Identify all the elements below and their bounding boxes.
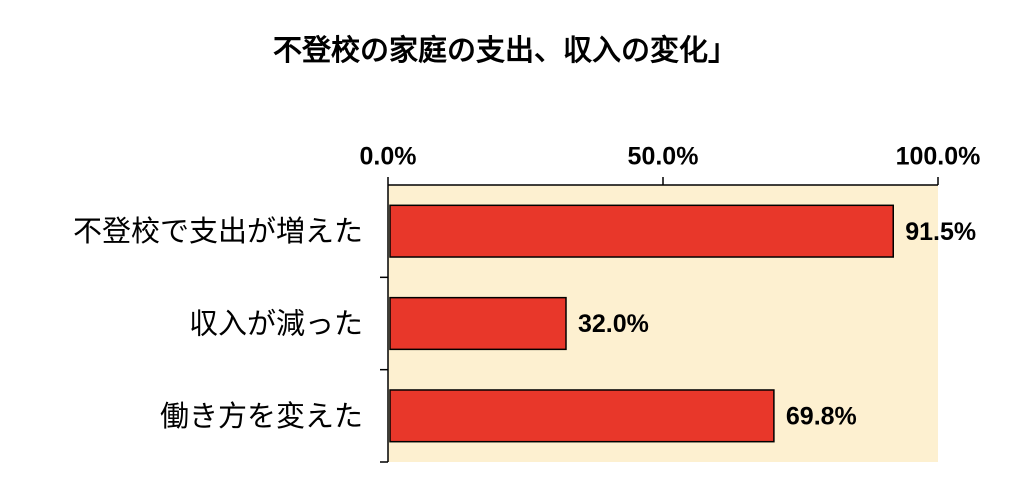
x-tick-label: 0.0% xyxy=(360,143,417,171)
y-tick-label: 不登校で支出が増えた xyxy=(73,214,363,248)
y-tick-label: 働き方を変えた xyxy=(160,399,363,433)
value-label: 32.0% xyxy=(578,310,649,338)
chart-title: 不登校の家庭の支出、収入の変化」 xyxy=(273,33,737,67)
value-label: 69.8% xyxy=(786,402,857,430)
y-tick-label: 収入が減った xyxy=(189,307,363,341)
bar xyxy=(389,204,894,258)
x-tick-label: 100.0% xyxy=(896,143,981,171)
value-label: 91.5% xyxy=(905,218,976,246)
bar xyxy=(389,389,775,443)
x-tick-label: 50.0% xyxy=(628,143,699,171)
bar xyxy=(389,296,567,351)
